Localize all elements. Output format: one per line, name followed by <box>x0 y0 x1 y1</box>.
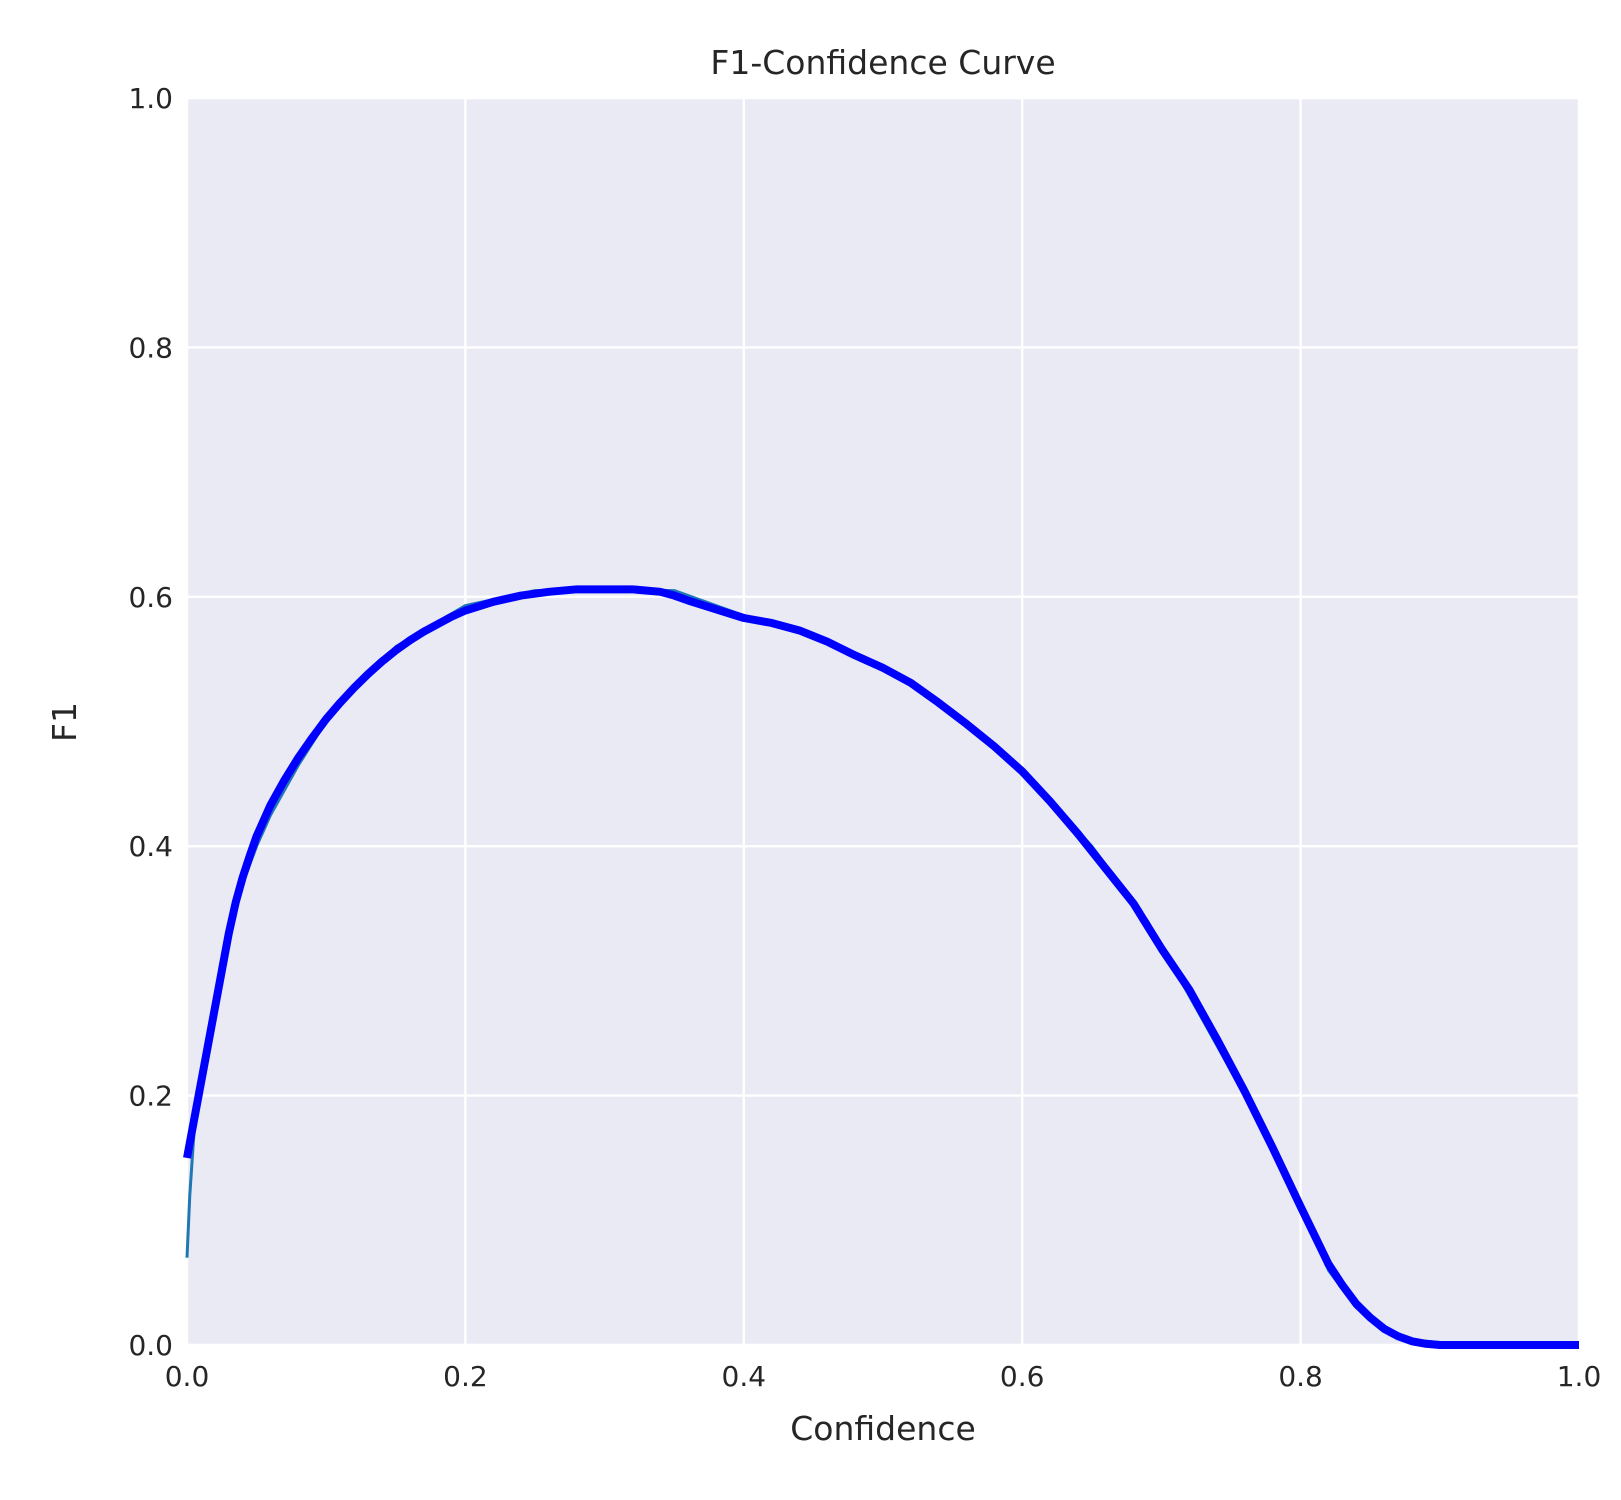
y-tick-label: 0.2 <box>128 1080 173 1113</box>
plot-background <box>187 98 1579 1345</box>
y-tick-label: 0.8 <box>128 331 173 364</box>
grid-lines <box>185 96 1581 1347</box>
series-lines <box>183 585 1579 1349</box>
y-axis-label: F1 <box>45 702 84 742</box>
x-axis-label: Confidence <box>790 1409 976 1448</box>
y-tick-label: 0.6 <box>128 581 173 614</box>
x-tick-label: 0.0 <box>165 1360 210 1393</box>
chart-title: F1-Confidence Curve <box>710 43 1055 82</box>
x-tick-label: 0.6 <box>1000 1360 1045 1393</box>
y-tick-label: 1.0 <box>128 82 173 115</box>
x-tick-label: 0.8 <box>1278 1360 1323 1393</box>
x-tick-label: 0.2 <box>443 1360 488 1393</box>
x-tick-label: 0.4 <box>722 1360 767 1393</box>
y-tick-label: 0.0 <box>128 1329 173 1362</box>
x-tick-labels: 0.0 0.2 0.4 0.6 0.8 1.0 <box>165 1360 1602 1393</box>
x-tick-label: 1.0 <box>1557 1360 1602 1393</box>
all-classes-f1-line <box>183 585 1579 1349</box>
y-tick-label: 0.4 <box>128 830 173 863</box>
y-tick-labels: 0.0 0.2 0.4 0.6 0.8 1.0 <box>128 82 173 1362</box>
